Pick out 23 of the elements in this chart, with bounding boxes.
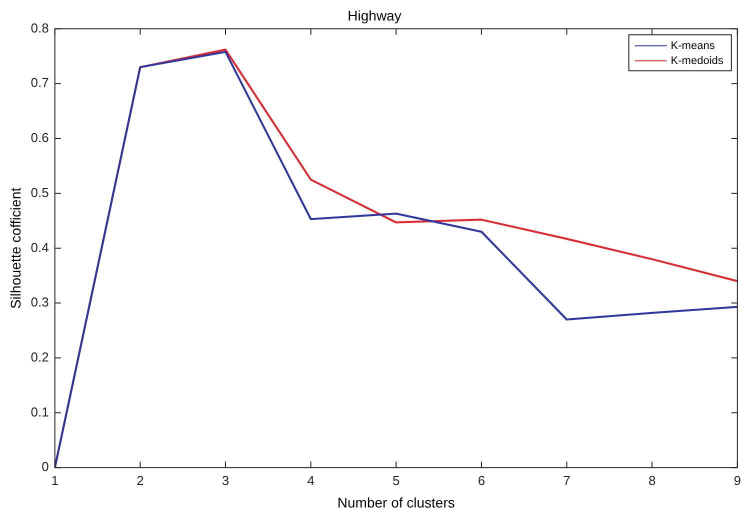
y-tick-label: 0.3 <box>30 294 49 310</box>
y-tick-label: 0.5 <box>30 184 49 200</box>
x-tick-label: 2 <box>136 472 144 488</box>
legend-label: K-medoids <box>670 54 724 67</box>
x-tick-label: 3 <box>222 472 230 488</box>
legend-label: K-means <box>670 40 716 52</box>
y-tick-label: 0.4 <box>30 240 49 255</box>
y-tick-label: 0.2 <box>30 349 49 364</box>
y-tick-label: 0.8 <box>30 20 49 36</box>
y-tick-label: 0.6 <box>30 130 49 146</box>
chart-title: Highway <box>348 7 402 24</box>
y-axis-title: Silhouette cofficient <box>7 188 24 309</box>
y-tick-label: 0 <box>42 459 49 474</box>
x-tick-label: 1 <box>51 472 58 488</box>
x-tick-label: 9 <box>734 472 741 488</box>
y-tick-label: 0.1 <box>30 404 49 420</box>
x-axis-title: Number of clusters <box>337 494 455 510</box>
x-tick-label: 6 <box>478 472 486 488</box>
x-tick-label: 7 <box>563 472 570 488</box>
y-tick-label: 0.7 <box>30 75 49 90</box>
x-tick-label: 8 <box>648 472 656 488</box>
x-tick-label: 4 <box>307 472 314 488</box>
x-tick-label: 5 <box>392 472 400 488</box>
